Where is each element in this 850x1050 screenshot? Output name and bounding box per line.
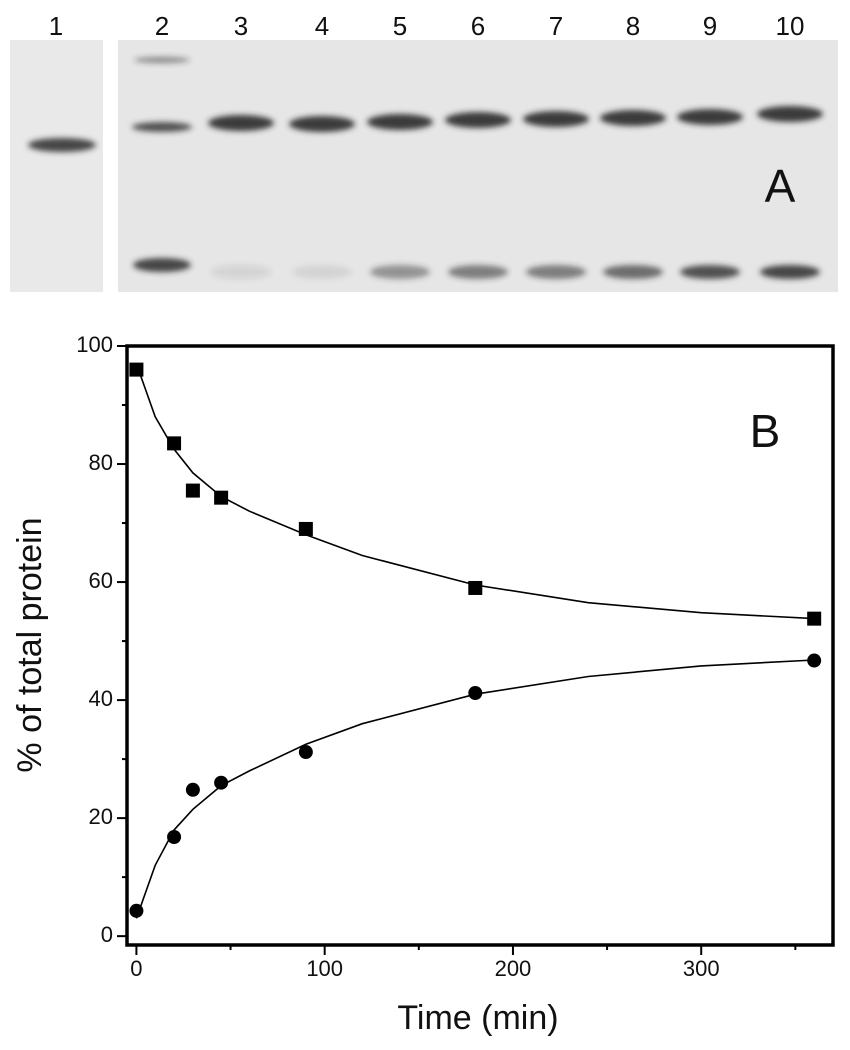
circle-point — [214, 775, 229, 790]
lane-label: 5 — [393, 11, 407, 41]
gel-band — [211, 265, 271, 279]
gel-band — [523, 111, 589, 127]
fit-curve — [135, 659, 815, 919]
x-tick-label: 100 — [306, 956, 343, 981]
y-tick-label: 60 — [89, 568, 113, 593]
gel-band — [367, 114, 433, 130]
panel-label: A — [765, 160, 796, 212]
gel-band — [445, 112, 511, 128]
square-point — [298, 521, 313, 536]
gel-band — [28, 138, 96, 152]
y-tick-label: 0 — [101, 922, 113, 947]
gel-bands — [28, 57, 823, 279]
square-point — [167, 436, 182, 451]
x-tick-label: 0 — [130, 956, 142, 981]
fit-curve — [135, 363, 815, 620]
circle-point — [167, 830, 182, 845]
gel-band — [292, 265, 352, 279]
y-tick-label: 20 — [89, 804, 113, 829]
gel-band — [134, 57, 190, 63]
gel-band — [370, 265, 430, 279]
y-axis-title: % of total protein — [11, 517, 49, 772]
gel-band — [677, 109, 743, 125]
y-tick-label: 100 — [76, 332, 113, 357]
square-point — [185, 483, 200, 498]
gel-band — [603, 265, 663, 279]
lane-label: 2 — [155, 11, 169, 41]
gel — [118, 40, 838, 292]
gel-band — [132, 122, 192, 132]
circle-point — [185, 782, 200, 797]
gel-lane-1 — [10, 40, 103, 292]
lane-label: 9 — [703, 11, 717, 41]
gel-band — [680, 265, 740, 279]
lane-label: 7 — [549, 11, 563, 41]
lane-label: 3 — [234, 11, 248, 41]
lane-label: 10 — [776, 11, 805, 41]
x-tick-label: 300 — [683, 956, 720, 981]
x-tick-label: 200 — [495, 956, 532, 981]
lane-label: 8 — [626, 11, 640, 41]
gel-band — [448, 265, 508, 279]
gel-band — [600, 110, 666, 126]
circle-point — [298, 745, 313, 760]
gel-band — [757, 106, 823, 122]
gel-band — [526, 265, 586, 279]
gel-band — [760, 265, 820, 279]
panel-label: B — [750, 405, 781, 457]
gel-band — [208, 115, 274, 131]
gel-band — [289, 116, 355, 132]
lane-label: 4 — [315, 11, 329, 41]
x-axis-title: Time (min) — [397, 999, 558, 1037]
y-tick-label: 80 — [89, 450, 113, 475]
lane-label: 6 — [471, 11, 485, 41]
y-tick-label: 40 — [89, 686, 113, 711]
lane-label: 1 — [49, 11, 63, 41]
plot-frame — [125, 344, 835, 947]
gel-band — [133, 258, 191, 272]
circle-point — [468, 686, 483, 701]
